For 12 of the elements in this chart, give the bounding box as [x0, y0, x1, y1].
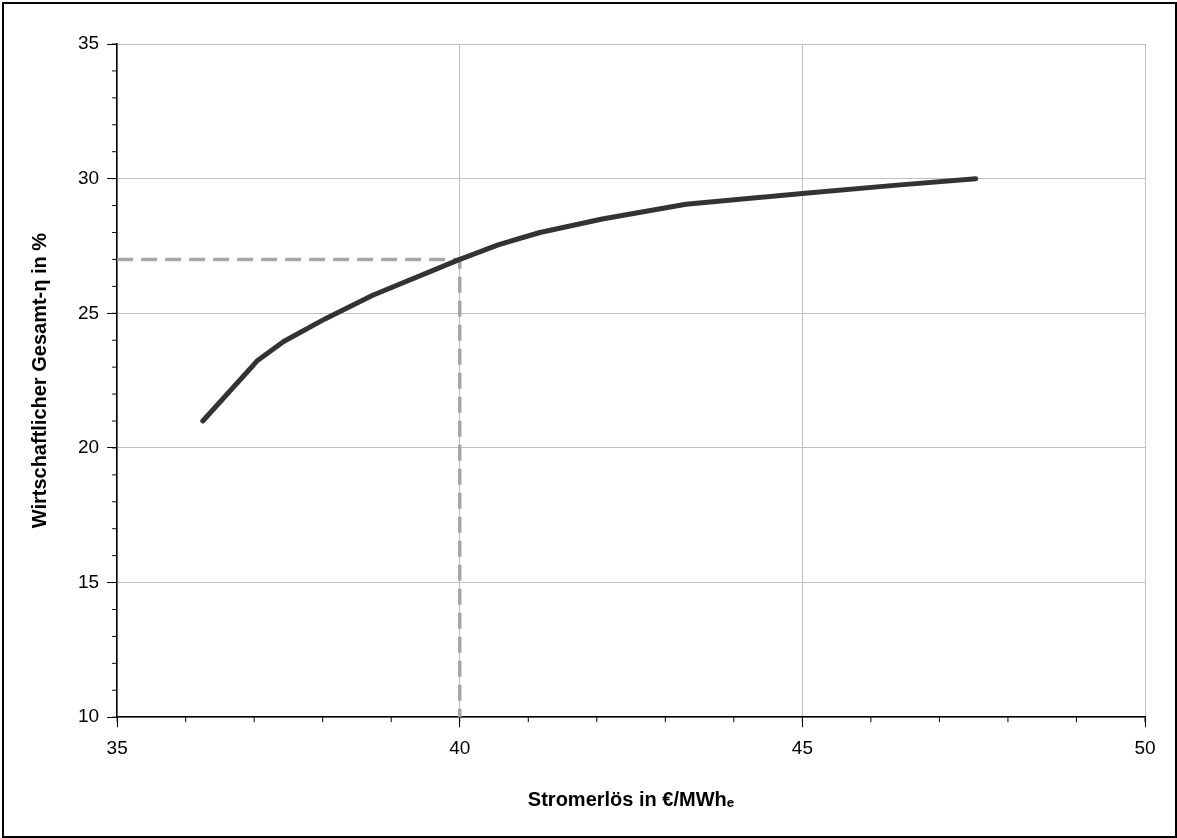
y-tick-label: 15	[77, 570, 100, 592]
x-tick-label: 45	[791, 736, 813, 758]
y-axis-title: Wirtschaftlicher Gesamt-η in %	[27, 232, 50, 529]
x-tick-label: 35	[106, 736, 128, 758]
y-tick-label: 35	[77, 32, 100, 54]
x-axis-title: Stromerlös in €/MWhₑ	[527, 787, 735, 810]
x-tick-label: 40	[449, 736, 471, 758]
y-tick-label: 10	[77, 705, 100, 727]
y-tick-label: 20	[77, 436, 100, 458]
x-tick-label: 50	[1134, 736, 1156, 758]
y-tick-label: 30	[77, 166, 100, 188]
y-tick-label: 25	[77, 301, 100, 323]
